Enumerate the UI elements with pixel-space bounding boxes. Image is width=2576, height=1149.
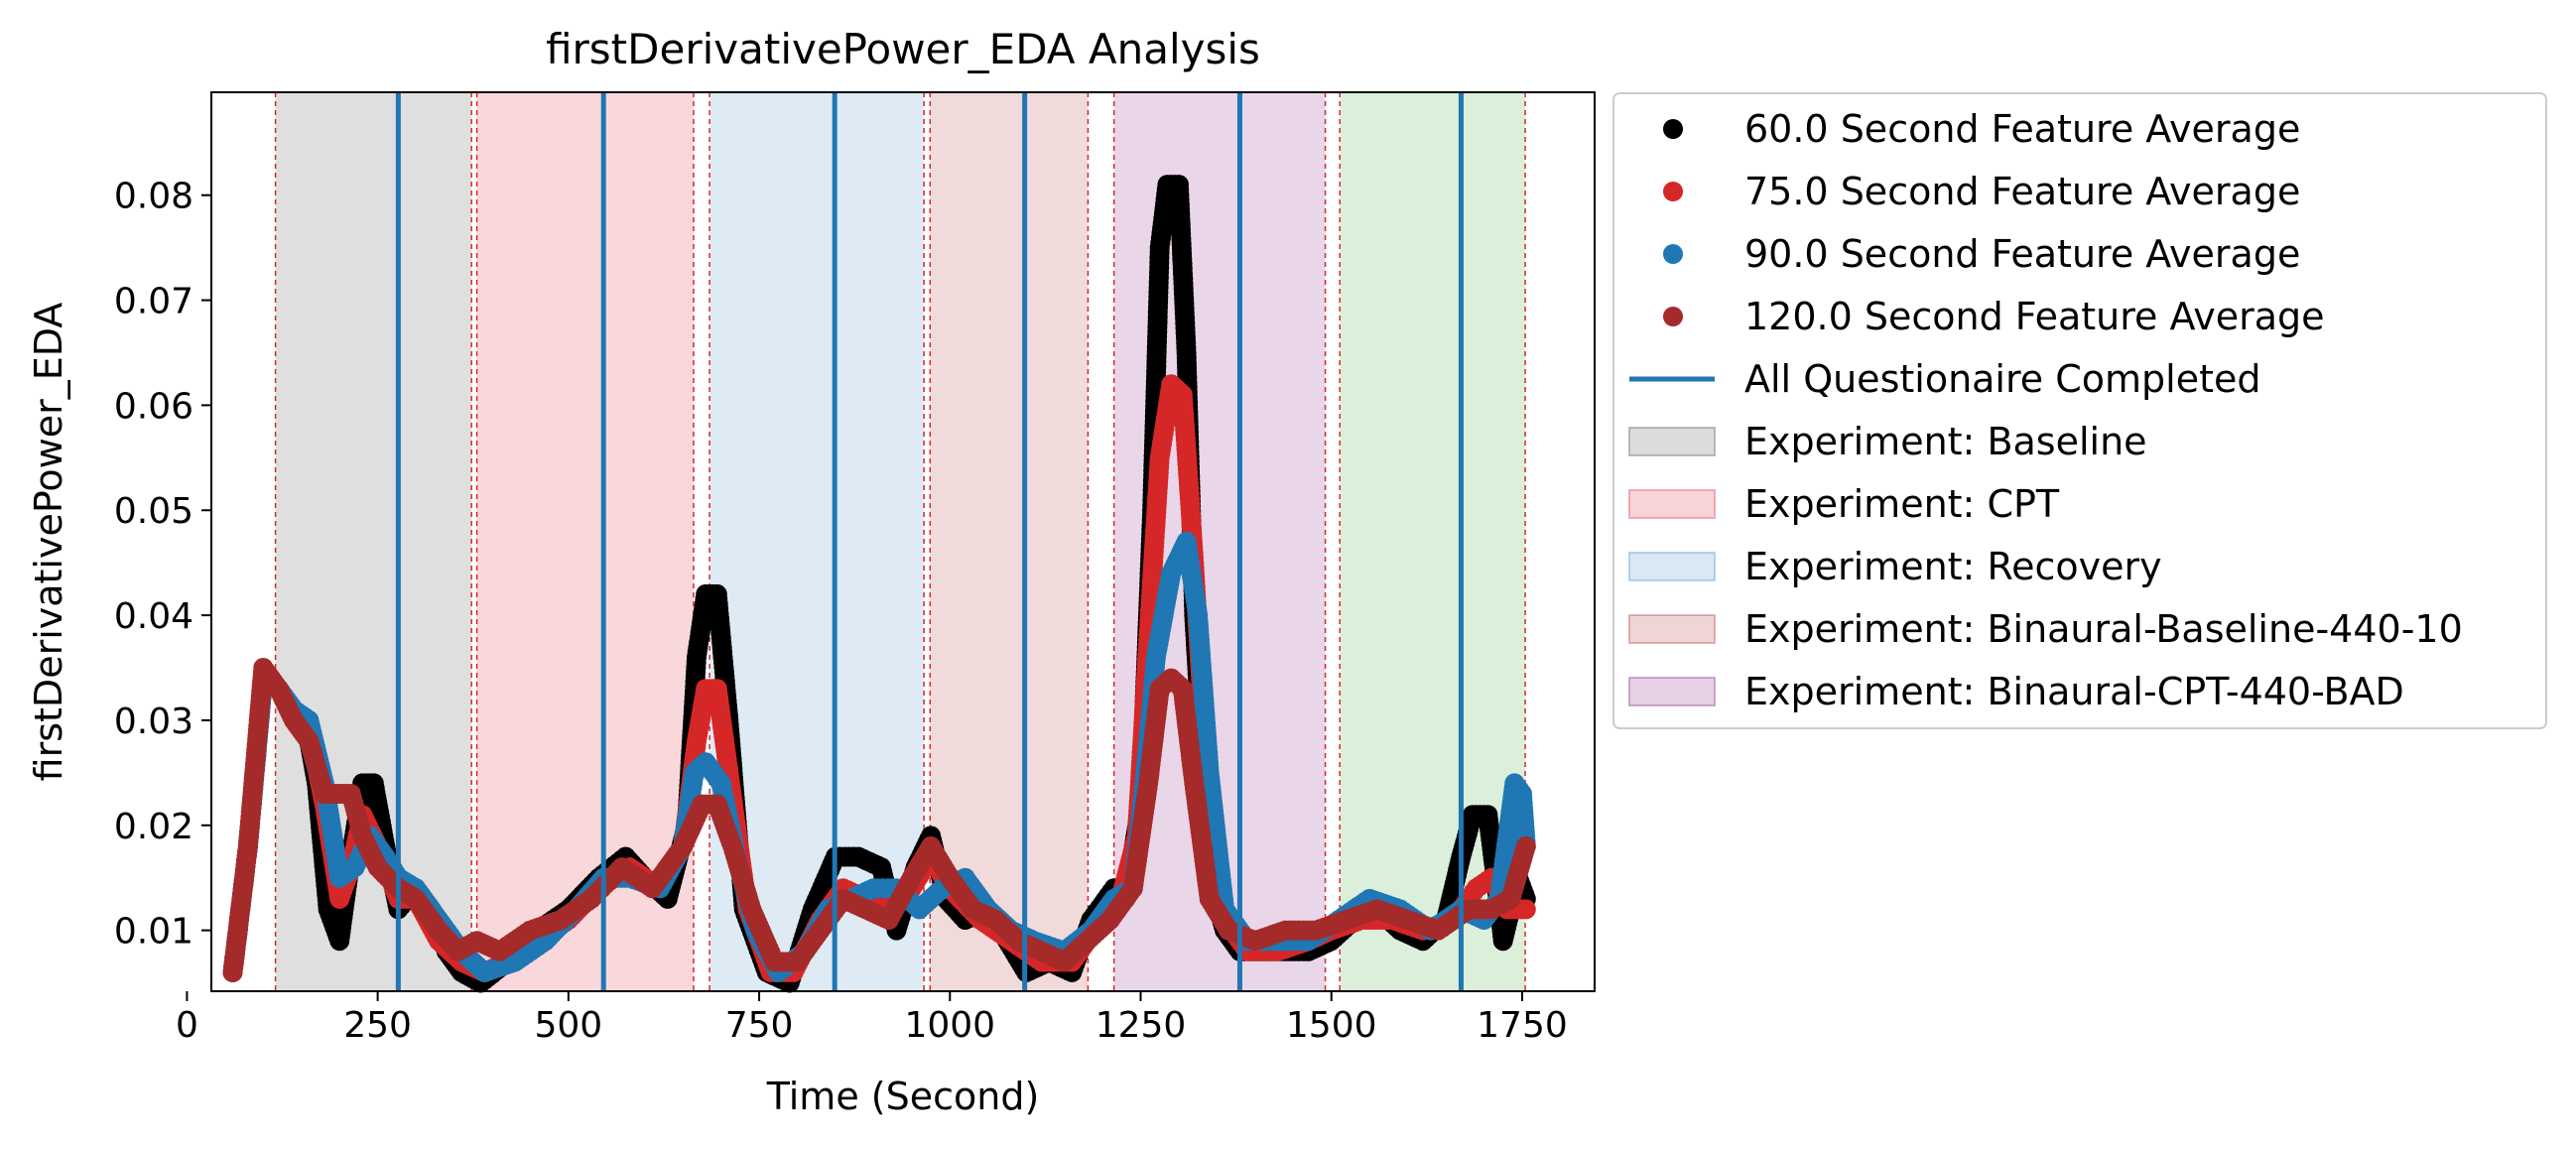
legend-entry-5: All Questionaire Completed [1629,357,2261,401]
legend-entry-1: 60.0 Second Feature Average [1663,107,2300,151]
x-tick-label: 500 [534,1005,602,1046]
y-tick-label: 0.05 [114,491,193,532]
y-tick-label: 0.08 [114,177,193,217]
legend-label: Experiment: Baseline [1744,420,2147,463]
x-axis: 0 250 500 750 1000 1250 1500 1750 [176,991,1568,1046]
legend-marker [1628,677,1716,706]
y-tick-label: 0.03 [114,702,193,742]
legend-marker [1663,119,1683,139]
legend-marker [1628,427,1716,456]
legend-label: 120.0 Second Feature Average [1744,295,2325,338]
legend-marker [1663,244,1683,264]
legend-label: 90.0 Second Feature Average [1744,232,2300,276]
legend-entry-6: Experiment: Baseline [1628,420,2147,463]
x-axis-label: Time (Second) [766,1075,1040,1118]
y-tick-label: 0.04 [114,596,193,637]
legend-marker [1663,307,1683,326]
legend-entry-7: Experiment: CPT [1628,482,2060,526]
legend-label: 60.0 Second Feature Average [1744,107,2300,151]
series-4 [222,658,1536,982]
x-tick-label: 1250 [1095,1005,1187,1046]
legend-label: Experiment: Binaural-CPT-440-BAD [1744,670,2404,713]
legend-entry-4: 120.0 Second Feature Average [1663,295,2325,338]
data-point [1515,899,1536,920]
legend-label: Experiment: Recovery [1744,545,2162,588]
x-tick-label: 0 [176,1005,198,1046]
y-tick-label: 0.06 [114,386,193,427]
legend-marker [1663,182,1683,201]
legend-entry-10: Experiment: Binaural-CPT-440-BAD [1628,670,2404,713]
legend-label: 75.0 Second Feature Average [1744,170,2300,213]
legend-entry-3: 90.0 Second Feature Average [1663,232,2300,276]
legend: 60.0 Second Feature Average 75.0 Second F… [1612,92,2547,729]
plot-frame [210,91,1596,992]
legend-entry-8: Experiment: Recovery [1628,545,2162,588]
chart-title: firstDerivativePower_EDA Analysis [546,25,1260,73]
legend-label: Experiment: Binaural-Baseline-440-10 [1744,607,2463,651]
y-axis-label: firstDerivativePower_EDA [27,303,70,782]
legend-label: Experiment: CPT [1744,482,2060,526]
legend-entry-9: Experiment: Binaural-Baseline-440-10 [1628,607,2463,651]
y-axis: 0.01 0.02 0.03 0.04 0.05 0.06 0.07 0.08 [114,177,211,953]
questionnaire-lines [395,92,1464,991]
y-tick-label: 0.01 [114,912,193,953]
x-tick-label: 750 [725,1005,794,1046]
legend-entry-2: 75.0 Second Feature Average [1663,170,2300,213]
legend-marker [1628,489,1716,519]
x-tick-label: 1000 [904,1005,995,1046]
y-tick-label: 0.02 [114,807,193,847]
data-series [222,175,1536,993]
legend-label: All Questionaire Completed [1744,357,2261,401]
region-band-4 [930,92,1089,991]
legend-marker [1628,614,1716,644]
data-point [1515,835,1536,856]
x-tick-label: 250 [343,1005,412,1046]
y-tick-label: 0.07 [114,282,193,322]
region-band-2 [476,92,694,991]
x-tick-label: 1500 [1286,1005,1377,1046]
legend-box [1612,92,2547,729]
experiment-regions [275,92,1526,991]
x-tick-label: 1750 [1477,1005,1568,1046]
phase-boundary-lines [274,92,1526,991]
legend-marker [1628,552,1716,581]
